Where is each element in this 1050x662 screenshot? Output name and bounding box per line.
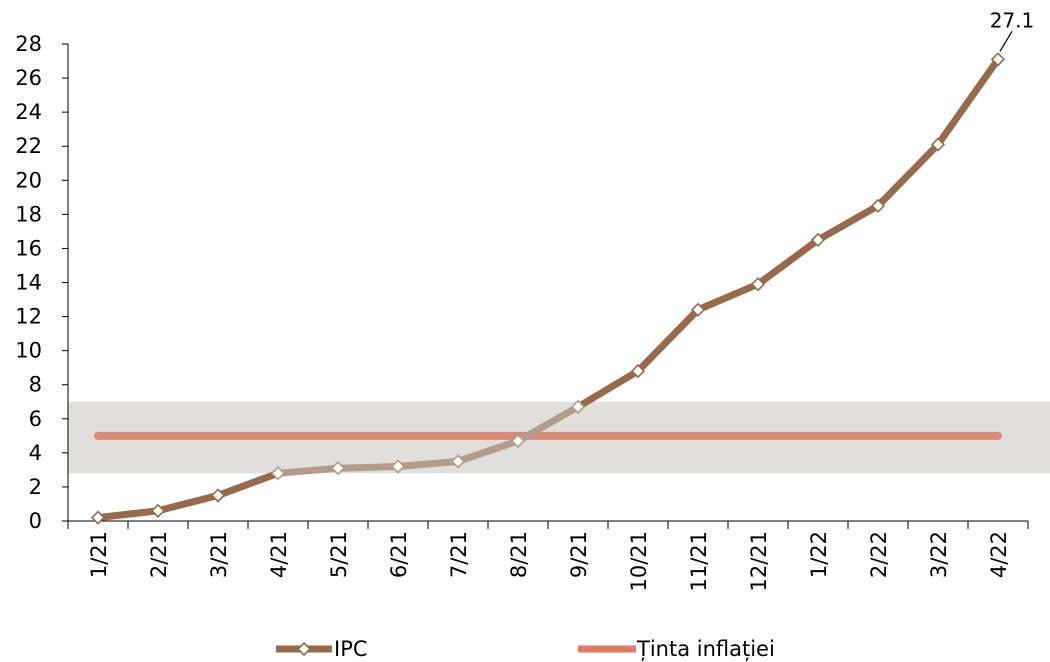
ipc-point <box>270 466 286 481</box>
y-tick-label: 20 <box>15 168 42 192</box>
x-tick-label: 10/21 <box>627 531 651 592</box>
ipc-line-segment <box>574 367 642 411</box>
ipc-point <box>690 302 706 317</box>
annotation-label: 27.1 <box>990 8 1035 32</box>
ipc-line-segment <box>694 280 762 314</box>
ipc-point <box>810 232 826 248</box>
x-tick-label: 4/21 <box>267 531 291 578</box>
ipc-point <box>390 459 406 474</box>
ipc-point <box>930 137 946 152</box>
x-tick-label: 1/21 <box>87 531 111 578</box>
x-tick-label: 3/22 <box>927 531 951 578</box>
series-ipc <box>90 52 1006 525</box>
y-tick-label: 22 <box>15 134 42 158</box>
y-tick-label: 10 <box>15 339 42 363</box>
legend-label-ipc: IPC <box>334 637 368 661</box>
x-tick-label: 3/21 <box>207 531 231 578</box>
ipc-line-segment <box>814 202 882 244</box>
x-tick-label: 11/21 <box>687 531 711 592</box>
annotation-leader <box>999 31 1013 52</box>
series-layer <box>90 52 1006 525</box>
ipc-line-segment <box>334 462 402 472</box>
x-axis: 1/21 2/21 3/21 4/21 5/21 6/21 7/21 8/21 9/21 10/2… <box>67 520 1029 592</box>
y-tick-label: 8 <box>29 373 42 397</box>
ipc-point <box>150 503 166 518</box>
ipc-line-segment <box>754 236 822 288</box>
ipc-line-segment <box>154 491 222 515</box>
x-tick-label: 1/22 <box>807 531 831 578</box>
y-tick-label: 14 <box>15 271 42 295</box>
x-tick-label: 2/21 <box>147 531 171 578</box>
legend-marker-ipc <box>296 641 312 657</box>
y-tick-label: 12 <box>15 305 42 329</box>
ipc-point <box>330 461 346 476</box>
ipc-line-segment <box>214 469 282 499</box>
annotation-layer: 27.1 <box>990 8 1035 52</box>
ipc-point <box>570 399 586 414</box>
x-tick-label: 7/21 <box>447 531 471 578</box>
x-tick-label: 2/22 <box>867 531 891 578</box>
ipc-line-segment <box>454 437 522 465</box>
ipc-point <box>870 198 886 213</box>
legend: IPC Ținta inflației <box>276 637 775 661</box>
y-tick-label: 18 <box>15 202 42 226</box>
ipc-line-segment <box>394 457 462 470</box>
ipc-point <box>630 363 646 379</box>
y-tick-label: 26 <box>15 66 42 90</box>
ipc-point <box>750 277 766 292</box>
y-tick-label: 6 <box>29 407 42 431</box>
ipc-point <box>510 433 526 449</box>
x-tick-label: 8/21 <box>507 531 531 578</box>
ipc-line-segment <box>94 507 162 522</box>
legend-item-target: Ținta inflației <box>578 637 775 661</box>
legend-item-ipc: IPC <box>276 637 368 661</box>
y-tick-label: 2 <box>29 475 42 499</box>
y-tick-label: 16 <box>15 236 42 260</box>
ipc-line-segment <box>934 55 1002 149</box>
y-tick-label: 28 <box>15 32 42 56</box>
legend-label-target: Ținta inflației <box>636 637 775 661</box>
x-tick-label: 6/21 <box>387 531 411 578</box>
ipc-point <box>450 454 466 469</box>
ipc-line-segment <box>634 306 702 375</box>
x-tick-label: 5/21 <box>327 531 351 578</box>
x-tick-label: 4/22 <box>987 531 1011 578</box>
ipc-line-segment <box>274 464 342 477</box>
x-tick-label: 9/21 <box>567 531 591 578</box>
ipc-line-segment <box>514 403 582 445</box>
ipc-point <box>990 52 1006 67</box>
y-tick-label: 24 <box>15 100 42 124</box>
ipc-point <box>90 510 106 525</box>
x-tick-label: 12/21 <box>747 531 771 592</box>
ipc-line-segment <box>874 141 942 210</box>
ipc-point <box>210 488 226 503</box>
y-tick-label: 4 <box>29 441 42 465</box>
y-tick-label: 0 <box>29 509 42 533</box>
